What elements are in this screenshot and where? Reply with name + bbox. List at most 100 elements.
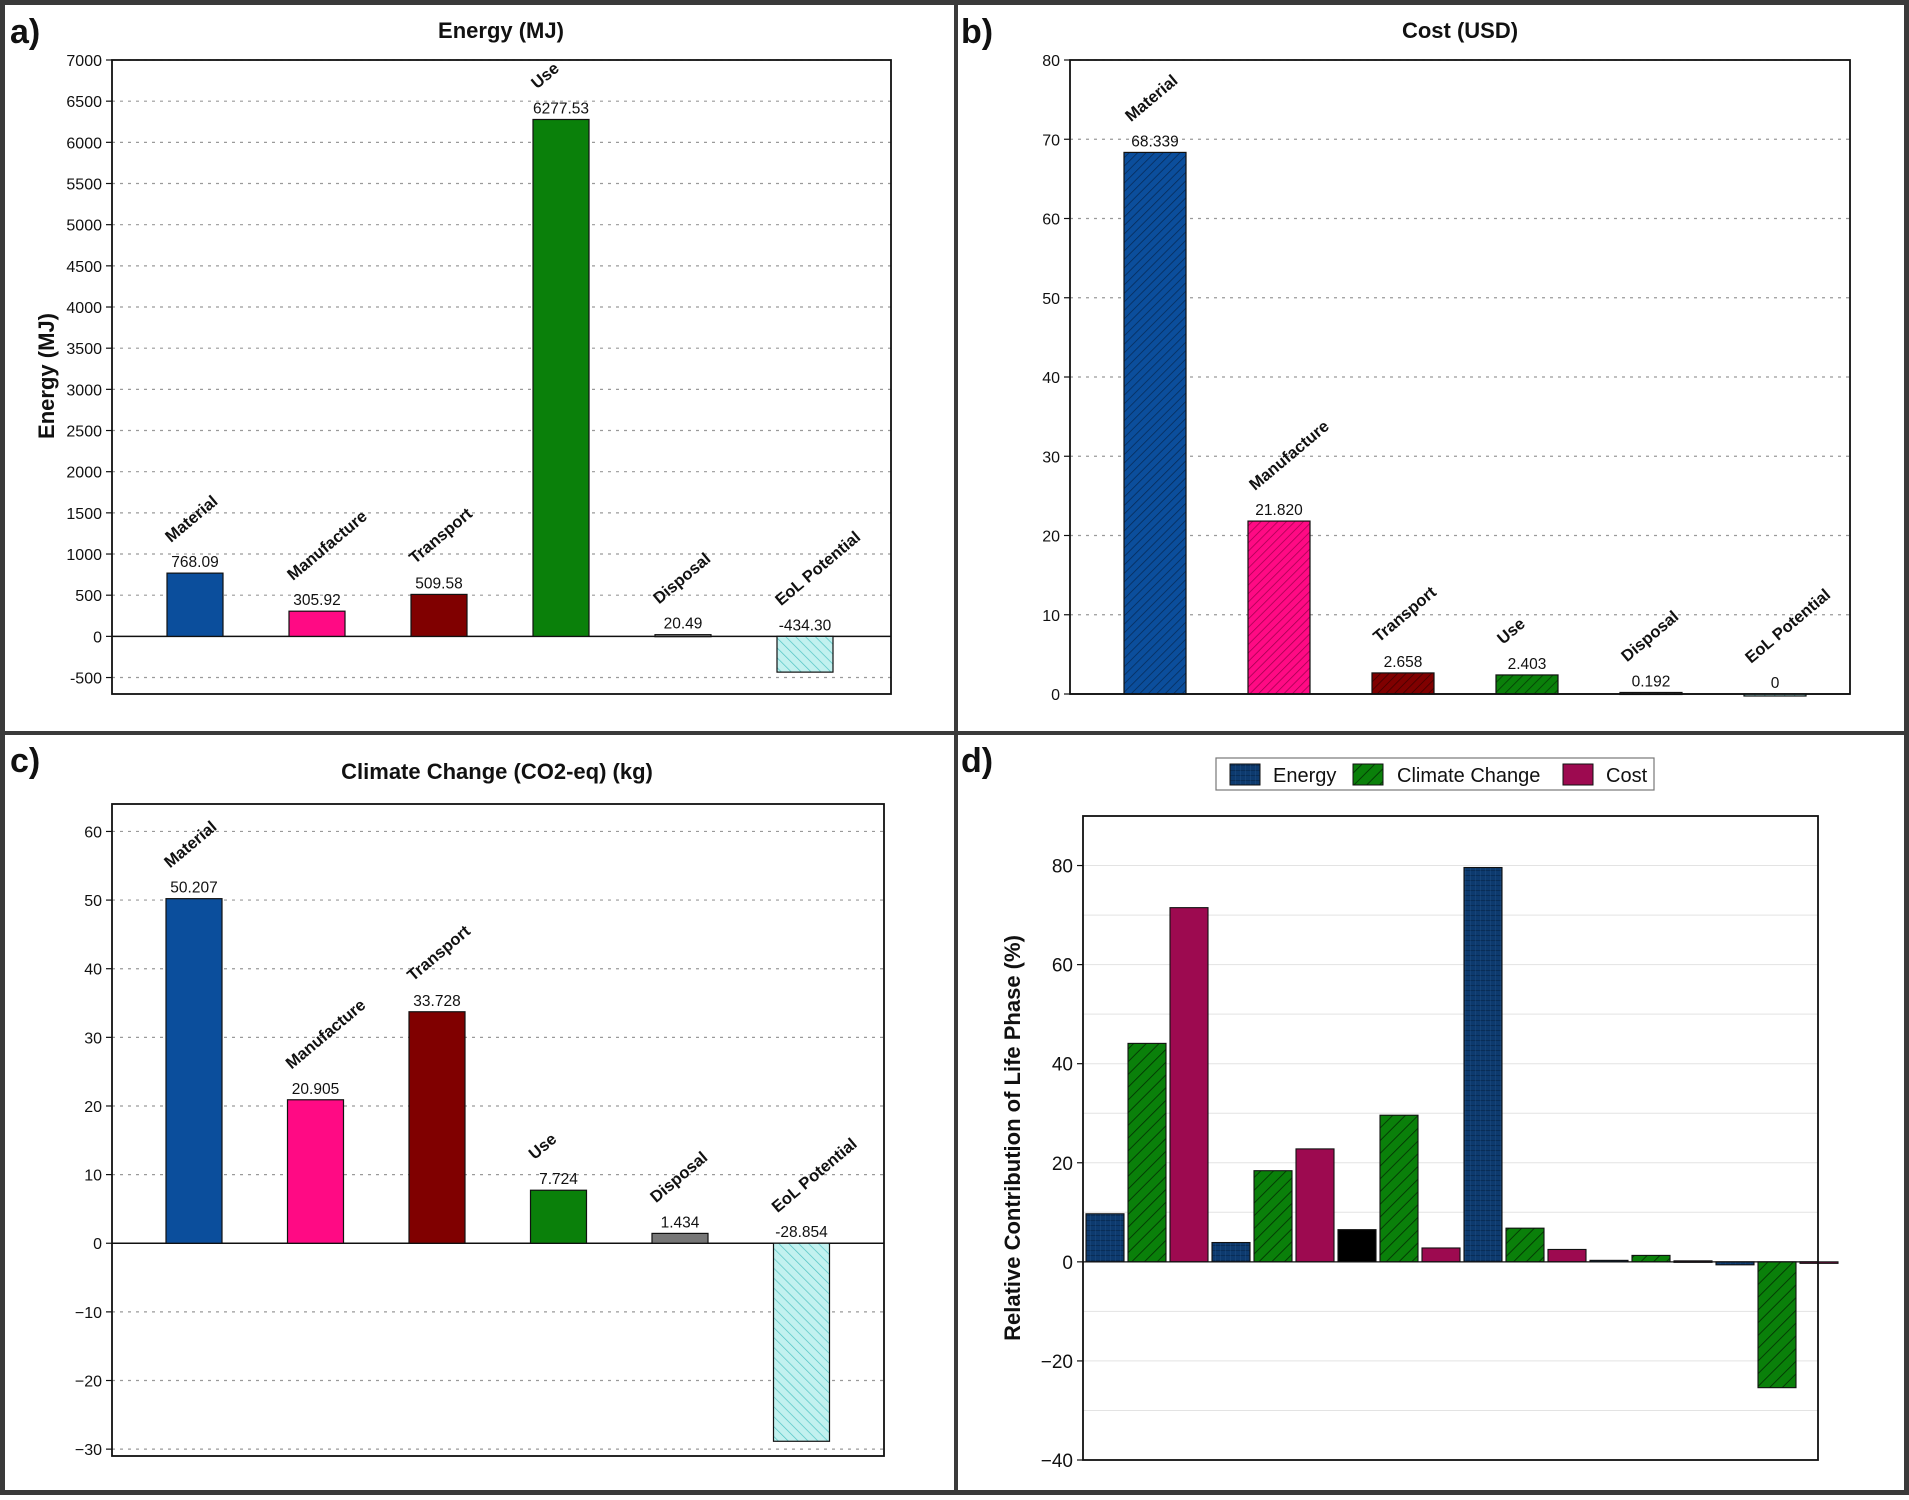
bar-cost [1547, 1248, 1587, 1263]
bar-climate-change [1757, 1261, 1797, 1389]
bar-transport [410, 593, 468, 637]
y-tick-label: 40 [84, 962, 102, 979]
y-tick-label: 10 [84, 1168, 102, 1185]
bar-disposal [651, 1232, 709, 1244]
y-tick-label: 2000 [66, 465, 102, 482]
bar-energy [1337, 1229, 1377, 1263]
panel-c-letter: c) [10, 742, 40, 780]
chart-title: Energy (MJ) [438, 18, 564, 43]
panel-b-background [958, 5, 1904, 731]
y-tick-label: 5500 [66, 177, 102, 194]
y-tick-label: 60 [84, 824, 102, 841]
legend-label: Energy [1273, 765, 1336, 787]
bar-climate-change [1631, 1254, 1671, 1263]
y-tick-label: 4000 [66, 300, 102, 317]
plot-frame [1082, 815, 1819, 1461]
bar-climate-change [1379, 1114, 1419, 1263]
legend-swatch [1229, 763, 1261, 786]
bar-manufacture [286, 1099, 345, 1244]
bar-disposal [654, 634, 712, 638]
y-tick-label: 60 [1042, 212, 1060, 229]
data-label: 21.820 [1255, 502, 1303, 519]
y-tick-label: 4500 [66, 259, 102, 276]
bar-energy [1463, 866, 1503, 1263]
y-tick-label: 0 [93, 629, 102, 646]
bar-cost [1169, 907, 1209, 1263]
y-tick-label: 60 [1052, 956, 1073, 977]
chart-title: Cost (USD) [1402, 18, 1518, 43]
plot-frame [111, 803, 885, 1457]
legend: Energy Climate Change Cost [1215, 757, 1655, 791]
y-tick-label: 6000 [66, 135, 102, 152]
y-tick-label: 40 [1052, 1055, 1073, 1076]
panel-d-background [958, 735, 1904, 1490]
y-tick-label: −20 [75, 1374, 102, 1391]
bar-manufacture [1247, 520, 1311, 695]
data-label: 2.403 [1508, 656, 1547, 673]
legend-swatch [1352, 763, 1384, 786]
y-axis-label: Relative Contribution of Life Phase (%) [1000, 935, 1025, 1341]
y-tick-label: 7000 [66, 53, 102, 70]
y-tick-label: 50 [1042, 291, 1060, 308]
bar-transport [408, 1011, 466, 1244]
y-tick-label: 20 [84, 1099, 102, 1116]
bar-energy [1211, 1241, 1251, 1263]
plot-frame [111, 59, 892, 695]
panel-d-relative-contribution-chart: −40 −20 0 20 40 60 80 Relative Contribution of … [1000, 757, 1839, 1472]
y-tick-label: 2500 [66, 424, 102, 441]
data-label: 33.728 [413, 993, 460, 1010]
y-tick-label: 3500 [66, 341, 102, 358]
bar-climate-change [1253, 1170, 1293, 1263]
y-tick-label: 0 [1051, 687, 1060, 704]
panel-d-letter: d) [961, 742, 993, 780]
y-tick-label: 80 [1052, 857, 1073, 878]
y-tick-label: 70 [1042, 132, 1060, 149]
bar-climate-change [1127, 1042, 1167, 1263]
data-label: 509.58 [415, 575, 462, 592]
y-tick-label: 0 [1062, 1253, 1073, 1274]
bar-use [1495, 674, 1559, 695]
y-tick-label: 500 [75, 588, 102, 605]
bar-material [166, 572, 224, 637]
y-tick-label: 30 [1042, 449, 1060, 466]
bar-cost [1799, 1261, 1839, 1264]
y-tick-label: 40 [1042, 370, 1060, 387]
bar-material [165, 898, 223, 1244]
data-label: 0.192 [1632, 673, 1671, 690]
y-tick-label: −20 [1041, 1352, 1073, 1373]
bar-material [1123, 151, 1187, 695]
y-tick-label: 3000 [66, 382, 102, 399]
data-label: 1.434 [661, 1214, 700, 1231]
bar-eol-potential [772, 1242, 831, 1442]
bar-climate-change [1505, 1227, 1545, 1263]
y-tick-label: 20 [1042, 529, 1060, 546]
bar-manufacture [288, 610, 346, 637]
y-axis-label: Energy (MJ) [34, 313, 59, 439]
y-tick-label: −10 [75, 1305, 102, 1322]
bar-use [532, 118, 590, 637]
data-label: 0 [1771, 675, 1780, 692]
bar-transport [1371, 672, 1435, 695]
y-tick-label: 50 [84, 893, 102, 910]
y-tick-label: 1000 [66, 547, 102, 564]
data-label: 68.339 [1131, 133, 1178, 150]
legend-swatch [1562, 763, 1594, 786]
data-label: 20.905 [292, 1081, 339, 1098]
y-tick-label: -500 [70, 671, 102, 688]
legend-label: Cost [1606, 765, 1648, 787]
y-tick-label: 30 [84, 1030, 102, 1047]
panel-a-letter: a) [10, 13, 40, 51]
y-tick-label: 6500 [66, 94, 102, 111]
data-label: 6277.53 [533, 100, 589, 117]
plot-frame [1069, 59, 1851, 695]
data-label: 50.207 [170, 880, 217, 897]
panel-b-letter: b) [961, 13, 993, 51]
data-label: 20.49 [664, 616, 703, 633]
y-tick-label: −30 [75, 1442, 102, 1459]
data-label: 2.658 [1384, 654, 1423, 671]
data-label: 305.92 [293, 592, 340, 609]
bar-energy [1085, 1213, 1125, 1263]
data-label: -28.854 [775, 1224, 828, 1241]
